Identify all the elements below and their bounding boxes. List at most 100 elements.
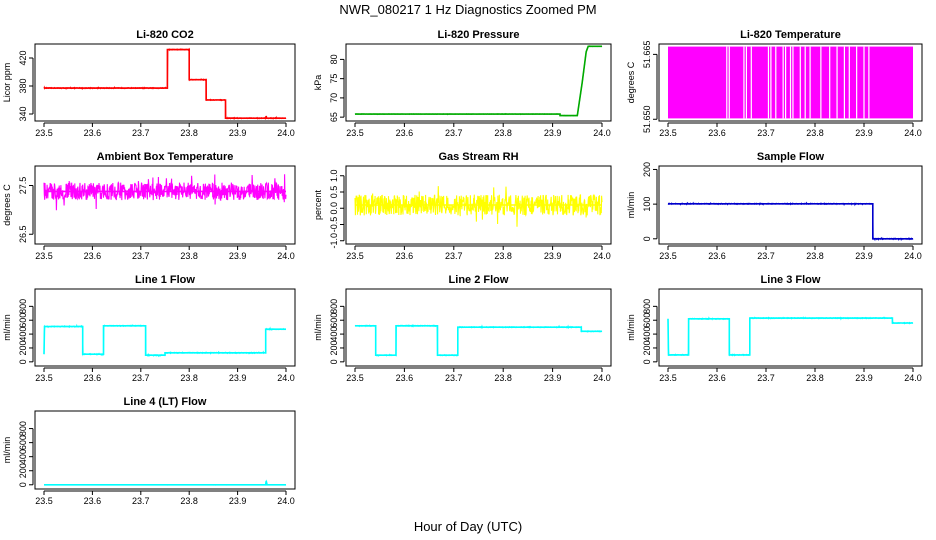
series-line — [354, 324, 603, 357]
x-tick-label: 23.7 — [132, 251, 150, 261]
series-line — [43, 174, 287, 211]
series-step — [667, 317, 913, 356]
y-tick-label: 0.5 — [329, 186, 339, 199]
panel-pressure: Li-820 Pressure 23.5 23.6 23.7 23.8 23.9 24.0 6… — [313, 29, 612, 138]
x-tick-label: 23.7 — [445, 251, 463, 261]
plot-frame — [658, 288, 923, 367]
x-tick-label: 23.9 — [855, 373, 873, 383]
x-tick-label: 23.6 — [708, 251, 726, 261]
x-tick-label: 23.8 — [494, 128, 512, 138]
y-tick-label: 0.0 — [329, 202, 339, 215]
plot-frame — [658, 165, 923, 245]
x-tick-label: 23.8 — [494, 373, 512, 383]
y-tick-label: -1.0 — [329, 233, 339, 249]
panel-title: Li-820 Temperature — [740, 29, 841, 41]
y-tick-label: 340 — [18, 106, 28, 121]
x-tick-label: 23.6 — [84, 373, 102, 383]
x-tick-label: 24.0 — [593, 128, 611, 138]
plot-area — [668, 46, 913, 119]
y-axis-label: ml/min — [626, 314, 636, 341]
x-tick-label: 24.0 — [904, 373, 922, 383]
y-tick-label: -0.5 — [329, 217, 339, 233]
y-tick-label: 0 — [642, 236, 652, 241]
panel-title: Gas Stream RH — [438, 151, 518, 163]
x-tick-label: 23.6 — [84, 251, 102, 261]
panel-title: Ambient Box Temperature — [97, 151, 234, 163]
plot-frame — [345, 165, 612, 245]
plot-area — [354, 186, 603, 227]
x-tick-label: 24.0 — [904, 128, 922, 138]
y-tick-label: 800 — [18, 299, 28, 314]
x-tick-label: 23.6 — [84, 496, 102, 506]
y-tick-label: 400 — [329, 327, 339, 342]
x-tick-label: 24.0 — [277, 373, 295, 383]
x-tick-label: 23.7 — [132, 373, 150, 383]
y-axis-label: ml/min — [626, 192, 636, 219]
x-tick-label: 23.5 — [35, 373, 53, 383]
y-tick-label: 75 — [329, 74, 339, 84]
plot-area — [354, 324, 603, 357]
x-tick-label: 23.5 — [346, 373, 364, 383]
x-tick-label: 23.9 — [229, 251, 247, 261]
plot-area — [667, 316, 914, 357]
x-tick-label: 23.6 — [396, 128, 414, 138]
x-tick-label: 23.5 — [659, 251, 677, 261]
series-step — [355, 45, 602, 117]
y-axis-label: Licor ppm — [2, 63, 12, 103]
plot-frame — [345, 43, 612, 122]
y-axis-label: degrees C — [2, 184, 12, 226]
y-tick-label: 0 — [18, 359, 28, 364]
y-tick-label: 0 — [642, 359, 652, 364]
x-tick-label: 23.9 — [855, 128, 873, 138]
y-tick-label: 70 — [329, 93, 339, 103]
panel-title: Line 4 (LT) Flow — [124, 396, 207, 408]
y-tick-label: 800 — [329, 299, 339, 314]
y-tick-label: 420 — [18, 50, 28, 65]
x-tick-label: 23.6 — [708, 373, 726, 383]
series-step — [43, 325, 286, 356]
y-tick-label: 27.5 — [18, 177, 28, 195]
panel-title: Line 3 Flow — [761, 274, 821, 286]
series-step — [44, 48, 286, 119]
plot-frame — [34, 410, 296, 490]
series-step — [355, 325, 602, 356]
panel-title: Li-820 CO2 — [136, 29, 193, 41]
series-line — [43, 47, 287, 121]
x-tick-label: 23.6 — [396, 251, 414, 261]
x-tick-label: 24.0 — [593, 373, 611, 383]
plot-area — [44, 479, 287, 486]
series-line — [667, 201, 914, 242]
plot-area — [354, 45, 603, 117]
panel-line1: Line 1 Flow 23.5 23.6 23.7 23.8 23.9 24.0 0 2004… — [2, 274, 296, 383]
x-tick-label: 23.7 — [132, 496, 150, 506]
x-tick-label: 23.8 — [806, 128, 824, 138]
panel-line4: Line 4 (LT) Flow 23.5 23.6 23.7 23.8 23.9 24.0… — [2, 396, 296, 506]
series-line — [354, 45, 603, 117]
plot-area — [43, 323, 286, 358]
x-tick-label: 23.9 — [855, 251, 873, 261]
x-tick-label: 23.7 — [757, 128, 775, 138]
x-tick-label: 23.8 — [494, 251, 512, 261]
x-tick-label: 23.9 — [229, 373, 247, 383]
x-tick-label: 23.9 — [544, 251, 562, 261]
y-tick-label: 380 — [18, 78, 28, 93]
x-axis-label: Hour of Day (UTC) — [414, 519, 522, 534]
y-tick-label: 600 — [329, 313, 339, 328]
panel-title: Line 1 Flow — [135, 274, 195, 286]
y-tick-label: 80 — [329, 54, 339, 64]
panel-rh: Gas Stream RH 23.5 23.6 23.7 23.8 23.9 24.0 -1.… — [313, 151, 612, 261]
series-step — [668, 203, 913, 240]
plot-frame — [345, 288, 612, 367]
y-tick-label: 800 — [18, 421, 28, 436]
y-axis-label: kPa — [313, 75, 323, 91]
plot-frame — [34, 43, 296, 122]
x-tick-label: 24.0 — [277, 251, 295, 261]
y-tick-label: 100 — [642, 197, 652, 212]
y-tick-label: 65 — [329, 112, 339, 122]
x-tick-label: 23.5 — [659, 128, 677, 138]
series-step — [44, 480, 286, 486]
x-tick-label: 23.6 — [708, 128, 726, 138]
panel-line3: Line 3 Flow 23.5 23.6 23.7 23.8 23.9 24.0 0 2004… — [626, 274, 923, 383]
x-tick-label: 23.9 — [544, 128, 562, 138]
